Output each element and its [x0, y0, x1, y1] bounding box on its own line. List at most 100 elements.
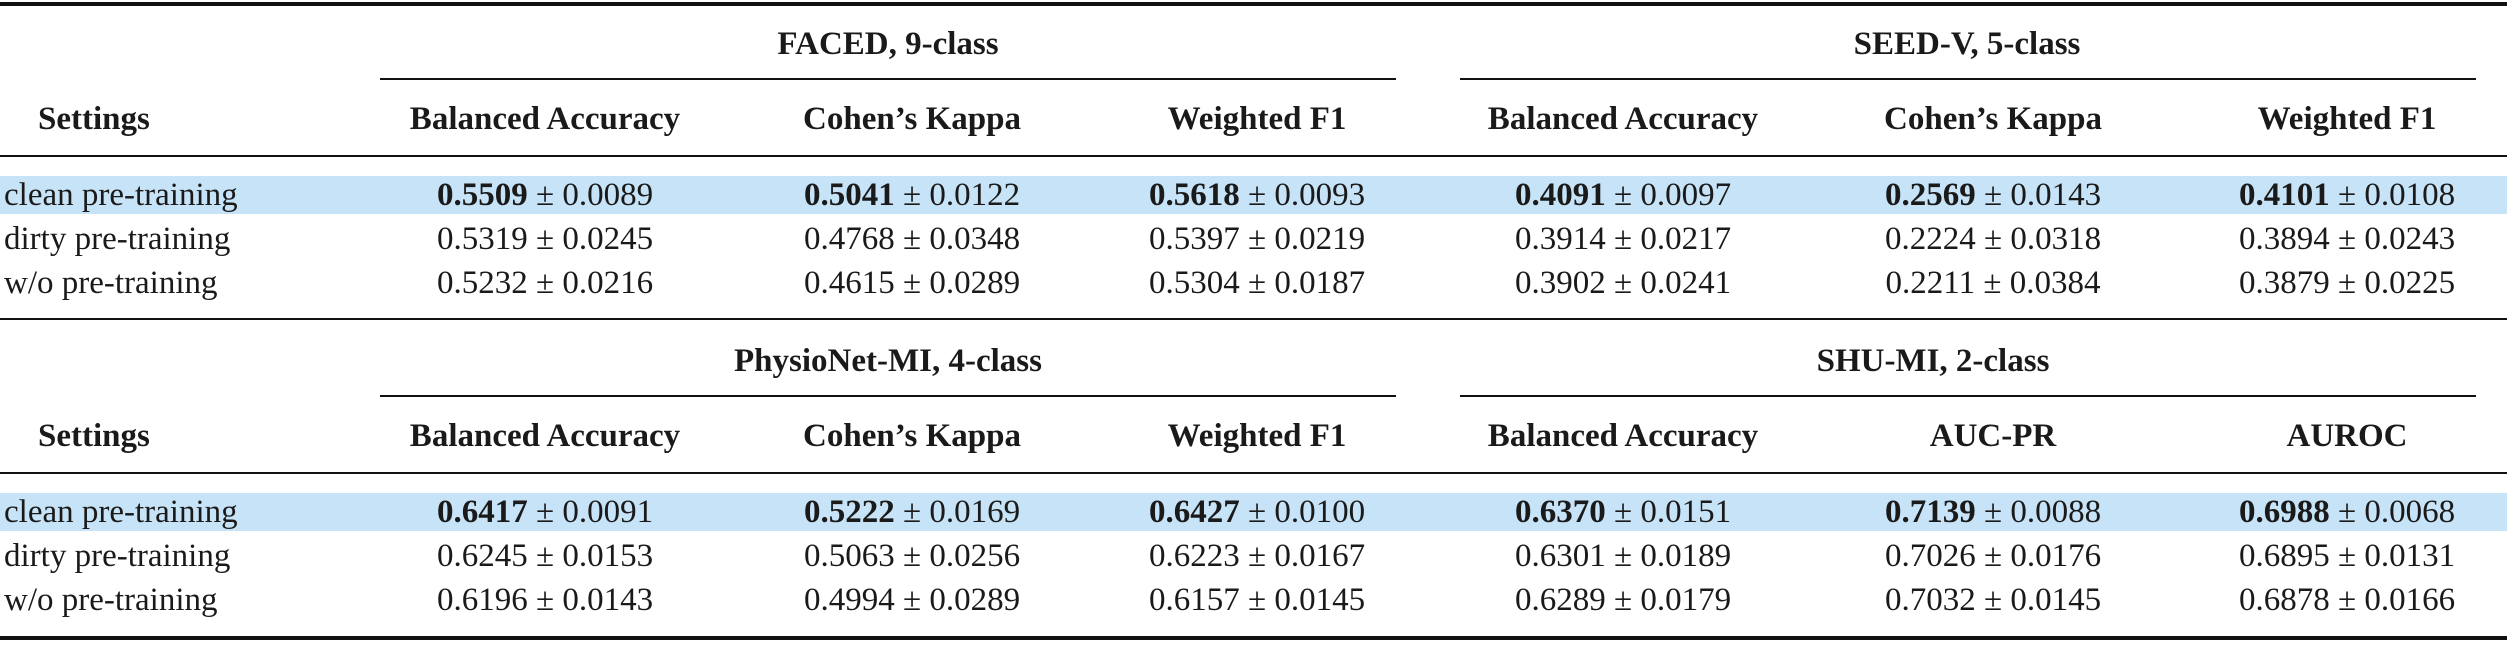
cell-std: 0.0187 [1274, 265, 1366, 301]
group-title: SEED-V, 5-class [1853, 26, 2081, 62]
table-cell: 0.5232 ± 0.0216 [437, 264, 653, 302]
group-underline [1460, 78, 2476, 80]
cell-std: 0.0089 [562, 177, 654, 213]
table-cell: 0.6301 ± 0.0189 [1515, 537, 1731, 575]
table-cell: 0.2224 ± 0.0318 [1885, 220, 2101, 258]
cell-std: 0.0179 [1640, 582, 1732, 618]
table-cell: 0.5509 ± 0.0089 [437, 176, 653, 214]
column-header: Cohen’s Kappa [803, 418, 1021, 454]
cell-mean: 0.6427 [1148, 494, 1240, 530]
cell-std: 0.0088 [2010, 494, 2102, 530]
plus-minus-sign: ± [902, 582, 922, 618]
cell-mean: 0.3879 [2238, 265, 2330, 301]
cell-mean: 0.6223 [1148, 538, 1240, 574]
cell-mean: 0.6196 [436, 582, 528, 618]
cell-std: 0.0289 [929, 582, 1021, 618]
plus-minus-sign: ± [535, 177, 555, 213]
group-title: FACED, 9-class [777, 26, 999, 62]
plus-minus-sign: ± [902, 538, 922, 574]
cell-mean: 0.4091 [1514, 177, 1606, 213]
plus-minus-sign: ± [902, 221, 922, 257]
settings-header: Settings [38, 101, 150, 137]
cell-mean: 0.5618 [1148, 177, 1240, 213]
cell-mean: 0.5397 [1148, 221, 1240, 257]
cell-std: 0.0097 [1640, 177, 1732, 213]
plus-minus-sign: ± [535, 538, 555, 574]
plus-minus-sign: ± [1613, 538, 1633, 574]
table-cell: 0.5319 ± 0.0245 [437, 220, 653, 258]
cell-std: 0.0122 [929, 177, 1021, 213]
cell-mean: 0.2569 [1884, 177, 1976, 213]
cell-mean: 0.6157 [1148, 582, 1240, 618]
column-header: Balanced Accuracy [409, 101, 681, 137]
cell-mean: 0.4994 [803, 582, 895, 618]
group-title: PhysioNet-MI, 4-class [734, 343, 1042, 379]
table-cell: 0.3879 ± 0.0225 [2239, 264, 2455, 302]
cell-std: 0.0384 [2009, 265, 2101, 301]
table-cell: 0.4768 ± 0.0348 [804, 220, 1020, 258]
table-cell: 0.5041 ± 0.0122 [804, 176, 1020, 214]
cell-std: 0.0216 [562, 265, 654, 301]
table-cell: 0.3902 ± 0.0241 [1515, 264, 1731, 302]
cell-std: 0.0143 [2010, 177, 2102, 213]
plus-minus-sign: ± [1983, 221, 2003, 257]
plus-minus-sign: ± [2337, 582, 2357, 618]
table-cell: 0.6878 ± 0.0166 [2239, 581, 2455, 619]
table-cell: 0.6988 ± 0.0068 [2239, 493, 2455, 531]
plus-minus-sign: ± [535, 221, 555, 257]
table-cell: 0.5397 ± 0.0219 [1149, 220, 1365, 258]
plus-minus-sign: ± [535, 265, 555, 301]
cell-std: 0.0217 [1640, 221, 1732, 257]
plus-minus-sign: ± [535, 494, 555, 530]
column-header: AUROC [2286, 418, 2408, 454]
cell-std: 0.0167 [1274, 538, 1366, 574]
table-cell: 0.5304 ± 0.0187 [1149, 264, 1365, 302]
cell-std: 0.0145 [2010, 582, 2102, 618]
table-cell: 0.4615 ± 0.0289 [804, 264, 1020, 302]
cell-mean: 0.7032 [1884, 582, 1976, 618]
plus-minus-sign: ± [2337, 494, 2357, 530]
highlight-row-band [0, 493, 2507, 531]
plus-minus-sign: ± [1247, 538, 1267, 574]
plus-minus-sign: ± [2337, 265, 2357, 301]
table-cell: 0.4994 ± 0.0289 [804, 581, 1020, 619]
cell-mean: 0.5319 [436, 221, 528, 257]
table-cell: 0.6196 ± 0.0143 [437, 581, 653, 619]
cell-mean: 0.5304 [1148, 265, 1240, 301]
row-setting-label: dirty pre-training [4, 221, 231, 257]
cell-mean: 0.2224 [1884, 221, 1976, 257]
cell-mean: 0.7026 [1884, 538, 1976, 574]
cell-std: 0.0219 [1274, 221, 1366, 257]
plus-minus-sign: ± [535, 582, 555, 618]
plus-minus-sign: ± [1983, 494, 2003, 530]
column-header: Balanced Accuracy [409, 418, 681, 454]
table-cell: 0.6417 ± 0.0091 [437, 493, 653, 531]
cell-std: 0.0243 [2364, 221, 2456, 257]
column-header: Weighted F1 [1167, 418, 1347, 454]
cell-std: 0.0145 [1274, 582, 1366, 618]
table-cell: 0.3894 ± 0.0243 [2239, 220, 2455, 258]
row-setting-label: dirty pre-training [4, 538, 231, 574]
cell-std: 0.0143 [562, 582, 654, 618]
column-header: Weighted F1 [2257, 101, 2437, 137]
plus-minus-sign: ± [1247, 221, 1267, 257]
cell-mean: 0.6417 [436, 494, 528, 530]
cell-mean: 0.4615 [803, 265, 895, 301]
row-setting-label: w/o pre-training [4, 582, 218, 618]
group-underline [1460, 395, 2476, 397]
cell-std: 0.0100 [1274, 494, 1366, 530]
cell-std: 0.0318 [2010, 221, 2102, 257]
table-cell: 0.6427 ± 0.0100 [1149, 493, 1365, 531]
cell-mean: 0.5222 [803, 494, 895, 530]
cell-mean: 0.4768 [803, 221, 895, 257]
column-header: Balanced Accuracy [1487, 418, 1759, 454]
plus-minus-sign: ± [1613, 494, 1633, 530]
header-rule [0, 155, 2507, 157]
cell-std: 0.0153 [562, 538, 654, 574]
cell-mean: 0.7139 [1884, 494, 1976, 530]
cell-std: 0.0151 [1640, 494, 1732, 530]
row-setting-label: clean pre-training [4, 177, 238, 213]
cell-mean: 0.4101 [2238, 177, 2330, 213]
table-cell: 0.6370 ± 0.0151 [1515, 493, 1731, 531]
